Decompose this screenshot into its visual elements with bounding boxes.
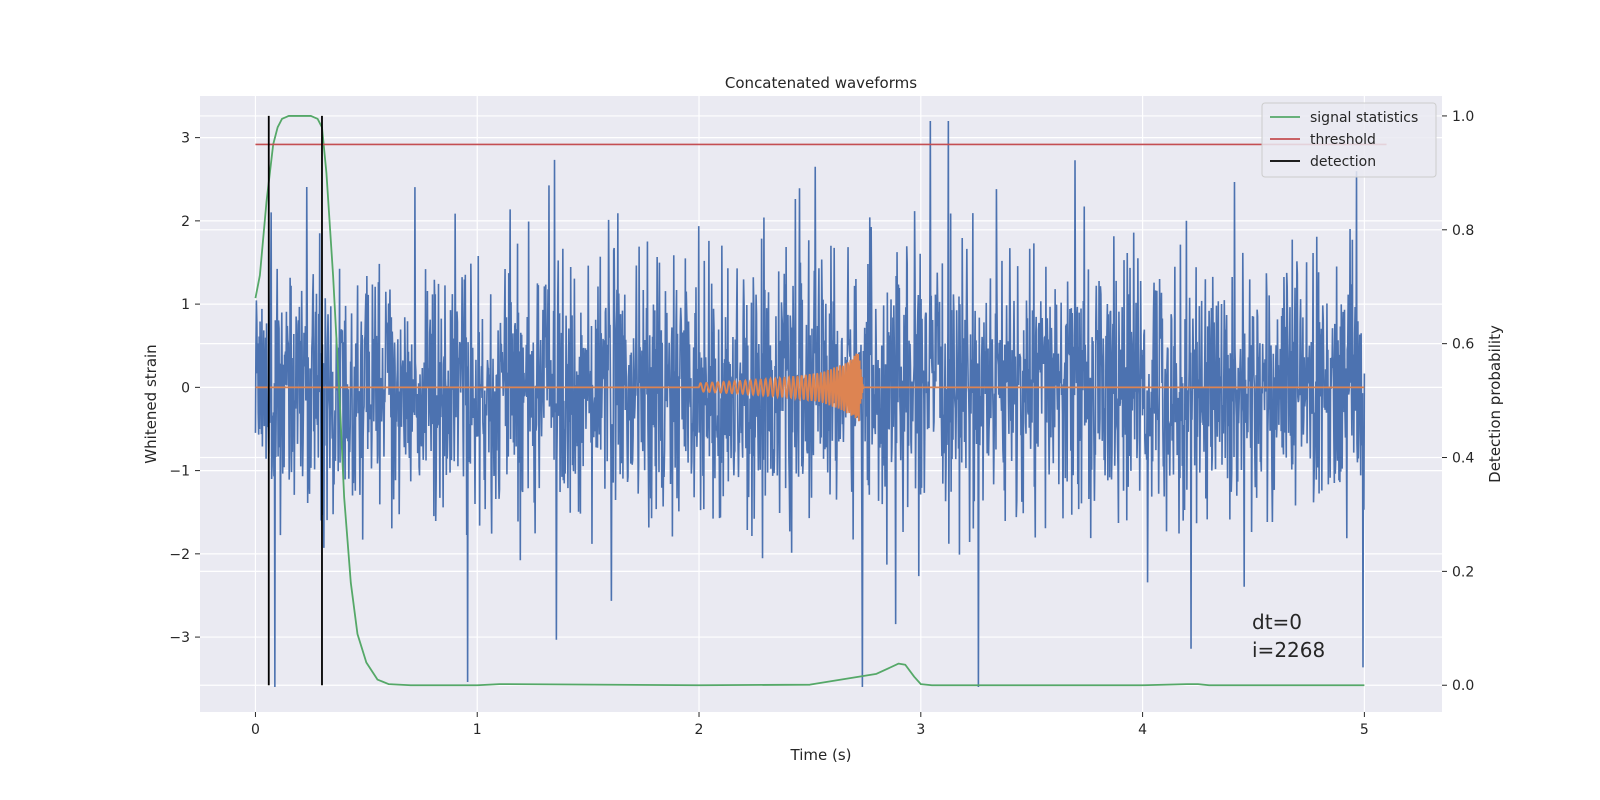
- x-tick-label-3: 3: [916, 722, 925, 738]
- series-strain: [254, 120, 1366, 688]
- legend: signal statistics threshold detection: [1261, 102, 1437, 178]
- annotation-dt: dt=0: [1252, 610, 1302, 634]
- y-tick-label-1: −2: [169, 547, 190, 563]
- x-tick-label-0: 0: [251, 722, 260, 738]
- strain-line: [254, 120, 1366, 688]
- y-tick-label-2: −1: [169, 464, 190, 480]
- legend-label-1: threshold: [1310, 132, 1376, 148]
- y-axis-left: −3 −2 −1 0 1 2 3: [169, 131, 200, 646]
- y-tick-label-4: 1: [181, 297, 190, 313]
- chart-title: Concatenated waveforms: [725, 74, 917, 92]
- y-tick-label-3: 0: [181, 380, 190, 396]
- legend-label-2: detection: [1310, 154, 1376, 170]
- y-tick-label-6: 3: [181, 131, 190, 147]
- x-tick-label-4: 4: [1138, 722, 1147, 738]
- x-tick-label-5: 5: [1360, 722, 1369, 738]
- legend-label-0: signal statistics: [1310, 110, 1418, 126]
- legend-box: [1261, 102, 1437, 178]
- y-axis-right: 0.0 0.2 0.4 0.6 0.8 1.0: [1442, 109, 1474, 694]
- y-tick-label-0: −3: [169, 630, 190, 646]
- x-axis-label: Time (s): [790, 746, 852, 764]
- annotation-i: i=2268: [1252, 638, 1325, 662]
- y-right-tick-label-1: 0.2: [1452, 564, 1474, 580]
- y-axis-label: Whitened strain: [142, 344, 160, 463]
- series-detection: [267, 115, 323, 686]
- series-template: [255, 353, 1365, 422]
- signal-statistics-line: [254, 115, 1365, 687]
- y-right-tick-label-0: 0.0: [1452, 678, 1474, 694]
- annotation: dt=0 i=2268: [1252, 610, 1325, 662]
- x-axis: 0 1 2 3 4 5: [251, 712, 1369, 738]
- y-right-tick-label-5: 1.0: [1452, 109, 1474, 125]
- template-line: [255, 353, 1365, 422]
- y-right-tick-label-2: 0.4: [1452, 451, 1474, 467]
- y-tick-label-5: 2: [181, 214, 190, 230]
- y-axis-right-label: Detection probability: [1486, 325, 1504, 483]
- x-tick-label-2: 2: [695, 722, 704, 738]
- series-signal-statistics: [254, 115, 1365, 687]
- y-right-tick-label-3: 0.6: [1452, 337, 1474, 353]
- y-right-tick-label-4: 0.8: [1452, 223, 1474, 239]
- x-tick-label-1: 1: [473, 722, 482, 738]
